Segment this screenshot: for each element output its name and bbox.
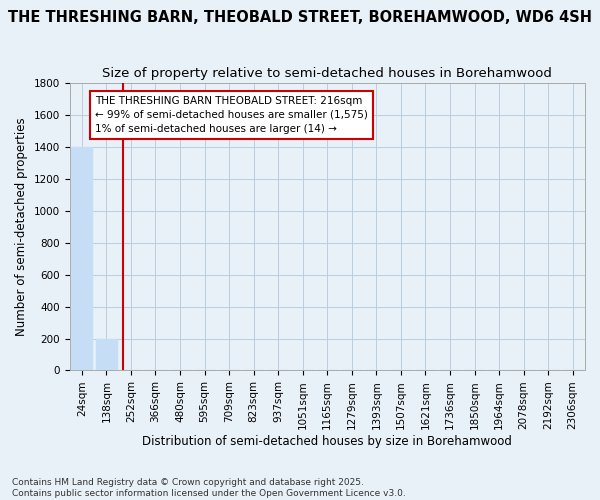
Title: Size of property relative to semi-detached houses in Borehamwood: Size of property relative to semi-detach… (103, 68, 552, 80)
Bar (71, 147, 92, 370)
Bar (96, 338, 117, 370)
X-axis label: Distribution of semi-detached houses by size in Borehamwood: Distribution of semi-detached houses by … (142, 434, 512, 448)
Text: THE THRESHING BARN, THEOBALD STREET, BOREHAMWOOD, WD6 4SH: THE THRESHING BARN, THEOBALD STREET, BOR… (8, 10, 592, 25)
Text: THE THRESHING BARN THEOBALD STREET: 216sqm
← 99% of semi-detached houses are sma: THE THRESHING BARN THEOBALD STREET: 216s… (95, 96, 368, 134)
Y-axis label: Number of semi-detached properties: Number of semi-detached properties (15, 118, 28, 336)
Text: Contains HM Land Registry data © Crown copyright and database right 2025.
Contai: Contains HM Land Registry data © Crown c… (12, 478, 406, 498)
